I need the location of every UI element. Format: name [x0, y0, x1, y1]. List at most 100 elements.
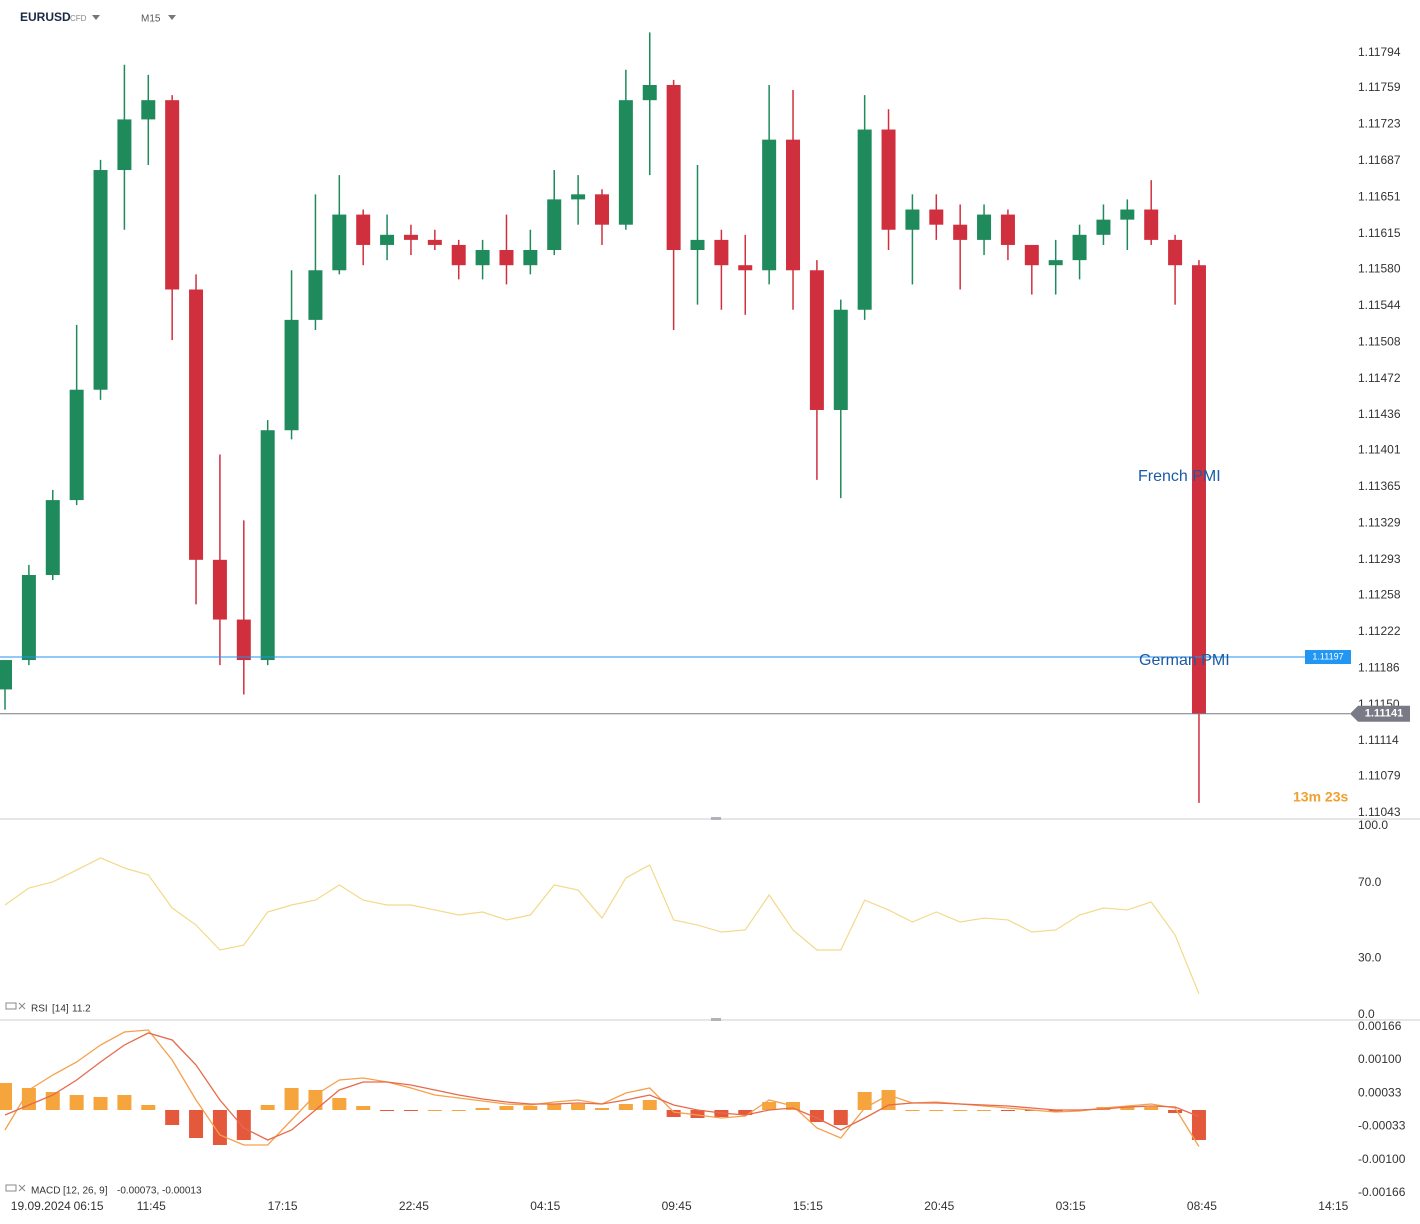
y-tick-label: 1.11079	[1358, 769, 1401, 783]
histogram-bar	[833, 1110, 848, 1125]
y-tick-label: 1.11043	[1358, 805, 1401, 819]
annotation: French PMI	[1138, 468, 1221, 485]
histogram-bar	[571, 1104, 586, 1110]
x-tick-label: 14:15	[1318, 1199, 1348, 1213]
candle-body	[618, 100, 633, 225]
legend-icon[interactable]	[5, 1184, 17, 1192]
pane-handle[interactable]	[711, 1018, 721, 1021]
candle-body	[929, 209, 944, 225]
y-tick-label: 1.11651	[1358, 190, 1401, 204]
timeframe-dropdown[interactable]	[168, 15, 176, 20]
candle-body	[236, 619, 251, 661]
x-tick-label: 09:45	[662, 1199, 692, 1213]
candle-body	[1024, 244, 1039, 266]
candle-body	[1000, 214, 1015, 245]
indicator-line	[4, 857, 1200, 995]
legend-close[interactable]	[18, 1184, 26, 1192]
y-tick-label: 0.00100	[1358, 1052, 1402, 1066]
candle-body	[690, 239, 705, 251]
histogram-bar	[236, 1110, 251, 1140]
candle-body	[1048, 260, 1063, 266]
histogram-bar	[189, 1110, 204, 1138]
candle-countdown: 13m 23s	[1293, 789, 1348, 805]
y-tick-label: 1.11508	[1358, 334, 1401, 348]
labels-layer: 1.11794 1.11759 1.11723 1.11687 1.11651 1.116…	[11, 45, 1410, 1213]
candle-body	[499, 250, 514, 266]
pane-handle[interactable]	[711, 817, 721, 820]
candle-body	[189, 289, 204, 560]
y-tick-label: 1.11580	[1358, 261, 1401, 275]
histogram-bar	[594, 1108, 609, 1110]
histogram-bar	[1144, 1107, 1159, 1110]
candle-body	[857, 129, 872, 310]
histogram-bar	[499, 1106, 514, 1110]
candle-body	[308, 270, 323, 320]
y-tick-label: 1.11687	[1358, 153, 1401, 167]
price-tag-label: 1.11141	[1365, 708, 1404, 720]
histogram-bar	[690, 1110, 705, 1118]
y-tick-label: 1.11258	[1358, 587, 1401, 601]
x-tick-label: 11:45	[137, 1199, 166, 1213]
histogram-bar	[523, 1106, 538, 1110]
candle-body	[953, 224, 968, 240]
histogram-bar	[451, 1110, 466, 1111]
histogram-bar	[403, 1110, 418, 1111]
y-tick-label: 1.11615	[1358, 226, 1401, 240]
histogram-bar	[666, 1110, 681, 1117]
y-tick-label: 1.11723	[1358, 117, 1401, 131]
histogram-bar	[977, 1110, 992, 1111]
candle-body	[905, 209, 920, 230]
x-tick-label: 22:45	[399, 1199, 429, 1213]
x-tick-label: 04:15	[530, 1199, 560, 1213]
histogram-bar	[0, 1083, 13, 1110]
annotation: German PMI	[1139, 652, 1230, 669]
legend-icon[interactable]	[5, 1002, 17, 1010]
legend-close[interactable]	[18, 1002, 26, 1010]
histogram-bar	[1048, 1110, 1063, 1112]
candle-body	[881, 129, 896, 230]
price-tag	[1305, 650, 1351, 665]
candle-body	[1072, 234, 1087, 261]
y-tick-label: -0.00166	[1358, 1185, 1406, 1199]
candle-body	[21, 575, 36, 661]
price-tag-label: 1.11197	[1312, 651, 1343, 661]
histogram-bar	[1000, 1110, 1015, 1111]
y-tick-label: 1.11114	[1358, 733, 1399, 747]
symbol[interactable]: EURUSD	[20, 10, 71, 24]
candle-body	[666, 84, 681, 251]
candle-body	[762, 139, 777, 271]
candle-body	[284, 319, 299, 431]
timeframe[interactable]: M15	[141, 14, 161, 25]
candle-body	[738, 265, 753, 271]
histogram-bar	[21, 1088, 36, 1110]
candle-body	[93, 170, 108, 390]
rsi-value: 11.2	[72, 1004, 91, 1015]
histogram-bar	[953, 1110, 968, 1111]
rsi-legend: RSI [14] 11.2	[5, 1002, 91, 1015]
y-tick-label: 1.11401	[1358, 443, 1401, 457]
histogram-bar	[165, 1110, 180, 1125]
y-tick-label: 1.11329	[1358, 516, 1401, 530]
candle-body	[523, 250, 538, 266]
macd-values: -0.00073, -0.00013	[117, 1186, 202, 1197]
candle-body	[1096, 219, 1111, 235]
y-tick-label: 0.0	[1358, 1007, 1375, 1021]
candle-body	[642, 84, 657, 101]
histogram-bar	[284, 1088, 299, 1110]
histogram-bar	[117, 1095, 132, 1110]
candle-body	[212, 559, 227, 620]
histogram-bar	[356, 1106, 371, 1110]
y-tick-label: 70.0	[1358, 875, 1382, 889]
y-tick-label: 0.00033	[1358, 1086, 1402, 1100]
macd-params: [12, 26, 9]	[63, 1186, 108, 1197]
macd-name: MACD	[31, 1186, 60, 1197]
histogram-bar	[93, 1097, 108, 1110]
symbol-dropdown[interactable]	[92, 15, 100, 20]
x-tick-label: 19.09.2024	[11, 1199, 71, 1213]
candle-body	[69, 389, 84, 501]
histogram-bar	[762, 1102, 777, 1110]
x-tick-label: 06:15	[74, 1199, 104, 1213]
macd-line	[4, 1032, 1200, 1141]
histogram-bar	[141, 1105, 156, 1110]
